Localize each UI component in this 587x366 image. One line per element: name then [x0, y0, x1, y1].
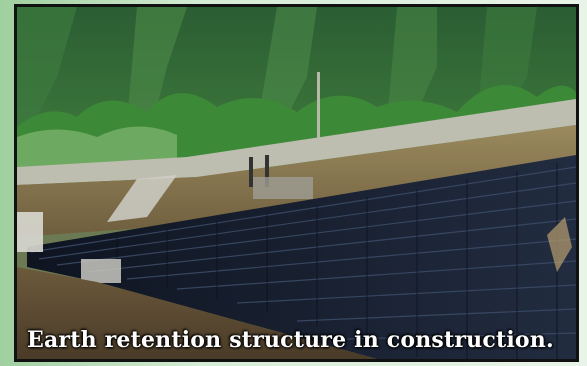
retaining-wall: [27, 155, 576, 359]
photo-earth-retention-wall: Earth retention structure in constructio…: [14, 4, 579, 362]
road-strip: [17, 99, 576, 185]
foreground-ground: [17, 267, 377, 359]
photo-caption: Earth retention structure in constructio…: [27, 327, 554, 353]
photo-illustration: [17, 7, 576, 359]
utility-pole: [317, 72, 320, 142]
